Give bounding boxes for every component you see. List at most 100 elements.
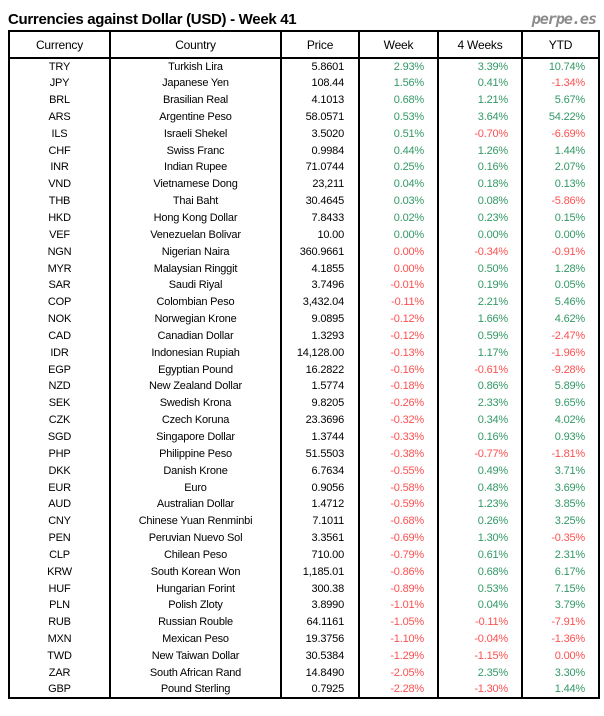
table-row: SAR Saudi Riyal 3.7496 -0.01% 0.19% 0.05% [9,276,599,294]
price-cell: 0.9984 [280,142,359,160]
table-row: GBP Pound Sterling 0.7925 -2.28% -1.30% 1.44% [9,681,599,699]
table-row: PEN Peruvian Nuevo Sol 3.3561 -0.69% 1.30% -0… [9,529,599,547]
currency-code-cell: GBP [48,683,71,696]
country-cell: South Korean Won [109,563,281,581]
table-row: KRW South Korean Won 1,185.01 -0.86% 0.68% 6.… [9,563,599,581]
country-cell: Colombian Peso [109,293,281,311]
price-cell: 1.3293 [280,327,359,345]
country-cell: Canadian Dollar [109,327,281,345]
price-cell: 58.0571 [280,108,359,126]
table-row: CLP Chilean Peso 710.00 -0.79% 0.61% 2.31% [9,546,599,564]
table-row: NZD New Zealand Dollar 1.5774 -0.18% 0.86% 5.… [9,378,599,395]
week-change-cell: -0.16% [358,361,438,379]
table-row: TRY Turkish Lira 5.8601 2.93% 3.39% 10.74% [9,58,599,75]
price-cell: 5.8601 [280,58,359,75]
four-weeks-change-cell: -1.30% [437,681,522,699]
country-cell: Argentine Peso [109,108,281,126]
price-cell: 14,128.00 [280,344,359,362]
currency-code-cell: PHP [48,447,71,460]
four-weeks-change-cell: 0.04% [437,597,522,614]
country-cell: Philippine Peso [109,445,281,463]
four-weeks-change-cell: 0.53% [437,580,522,597]
price-cell: 1.5774 [280,378,359,395]
price-cell: 108.44 [280,74,359,92]
currency-code-cell: CZK [48,414,71,427]
four-weeks-change-cell: -0.04% [437,630,522,648]
price-cell: 9.8205 [280,394,359,412]
currency-code-cell: NOK [47,313,72,326]
ytd-change-cell: 10.74% [521,58,599,75]
ytd-change-cell: -1.81% [521,445,599,463]
ytd-change-cell: -7.91% [521,613,599,631]
week-change-cell: -2.05% [358,664,438,682]
currency-code-cell: SEK [48,397,71,410]
currency-code-cell: HUF [48,582,71,595]
four-weeks-change-cell: 0.26% [437,512,522,530]
country-cell: Turkish Lira [109,58,281,75]
currency-code-cell: ARS [48,110,71,123]
currency-code-cell: EGP [48,363,71,376]
currency-code-cell: TWD [47,649,72,662]
country-cell: Nigerian Naira [109,243,281,261]
price-cell: 1.4712 [280,495,359,513]
week-change-cell: -0.89% [358,580,438,597]
week-change-cell: -0.79% [358,546,438,564]
price-cell: 16.2822 [280,361,359,379]
country-cell: Hungarian Forint [109,580,281,597]
week-change-cell: 1.56% [358,74,438,92]
four-weeks-change-cell: 0.19% [437,276,522,294]
currency-code-cell: SAR [48,279,71,292]
week-change-cell: 0.44% [358,142,438,160]
price-cell: 14.8490 [280,664,359,682]
price-cell: 71.0744 [280,159,359,176]
table-row: ARS Argentine Peso 58.0571 0.53% 3.64% 54.22% [9,108,599,126]
week-change-cell: 0.53% [358,108,438,126]
four-weeks-change-cell: -0.11% [437,613,522,631]
column-header-currency: Currency [9,31,110,59]
ytd-change-cell: 5.46% [521,293,599,311]
price-cell: 51.5503 [280,445,359,463]
country-cell: Brasilian Real [109,91,281,109]
table-row: SEK Swedish Krona 9.8205 -0.26% 2.33% 9.65% [9,394,599,412]
table-row: ILS Israeli Shekel 3.5020 0.51% -0.70% -6.69% [9,125,599,143]
currency-code-cell: VEF [49,228,70,241]
ytd-change-cell: 5.67% [521,91,599,109]
header-bar: Currencies against Dollar (USD) - Week 4… [8,4,598,28]
week-change-cell: 0.02% [358,209,438,227]
price-cell: 9.0895 [280,310,359,328]
price-cell: 23.3696 [280,411,359,429]
ytd-change-cell: 4.62% [521,310,599,328]
currency-code-cell: THB [48,195,71,208]
four-weeks-change-cell: 1.26% [437,142,522,160]
country-cell: Israeli Shekel [109,125,281,143]
four-weeks-change-cell: -0.61% [437,361,522,379]
country-cell: Saudi Riyal [109,276,281,294]
ytd-change-cell: -5.86% [521,192,599,210]
week-change-cell: -0.13% [358,344,438,362]
four-weeks-change-cell: 0.23% [437,209,522,227]
ytd-change-cell: -1.36% [521,630,599,648]
currency-code-cell: KRW [47,565,72,578]
ytd-change-cell: -0.91% [521,243,599,261]
price-cell: 710.00 [280,546,359,564]
table-row: SGD Singapore Dollar 1.3744 -0.33% 0.16% 0.93… [9,428,599,446]
table-row: INR Indian Rupee 71.0744 0.25% 0.16% 2.07% [9,159,599,176]
currency-code-cell: PEN [48,532,71,545]
ytd-change-cell: 0.05% [521,276,599,294]
ytd-change-cell: 2.31% [521,546,599,564]
week-change-cell: -0.26% [358,394,438,412]
currency-code-cell: SGD [47,430,72,443]
country-cell: New Taiwan Dollar [109,647,281,665]
week-change-cell: -0.69% [358,529,438,547]
week-change-cell: 0.25% [358,159,438,176]
country-cell: Hong Kong Dollar [109,209,281,227]
country-cell: Euro [109,479,281,496]
four-weeks-change-cell: 0.08% [437,192,522,210]
four-weeks-change-cell: 3.39% [437,58,522,75]
week-change-cell: -0.86% [358,563,438,581]
ytd-change-cell: 0.93% [521,428,599,446]
country-cell: Egyptian Pound [109,361,281,379]
four-weeks-change-cell: 1.23% [437,495,522,513]
currency-code-cell: IDR [50,346,69,359]
week-change-cell: 0.00% [358,260,438,277]
